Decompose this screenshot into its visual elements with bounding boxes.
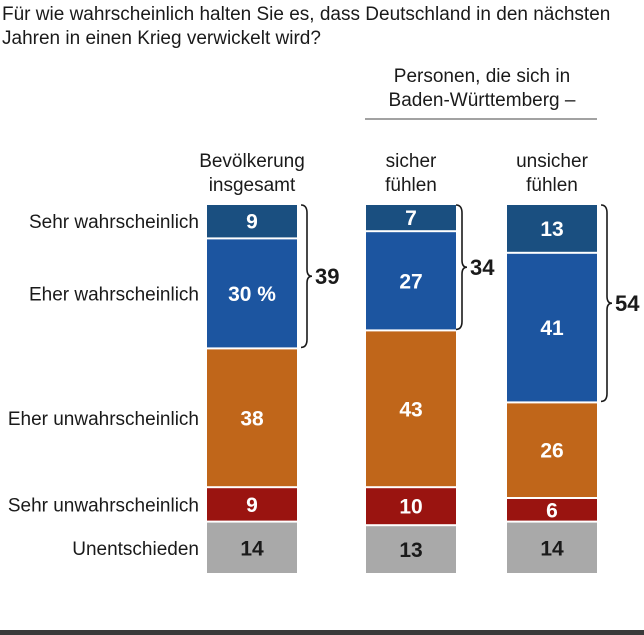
data-label-s3-c3: 26	[540, 440, 563, 463]
data-label-s3-c4: 6	[546, 499, 558, 522]
data-label-s2-c4: 10	[399, 496, 422, 519]
data-label-s3-c1: 13	[540, 218, 563, 241]
category-label-4: Sehr unwahrscheinlich	[8, 495, 199, 516]
group-header-line-1: Personen, die sich in	[394, 66, 570, 87]
total-likely-s2: 34	[470, 255, 495, 280]
series-header-1-line-2: insgesamt	[209, 175, 296, 196]
data-label-s2-c2: 27	[399, 270, 422, 293]
data-label-s2-c1: 7	[405, 207, 417, 230]
data-label-s2-c3: 43	[399, 398, 422, 421]
total-likely-s3: 54	[615, 291, 640, 316]
category-labels: Sehr wahrscheinlich Eher wahrscheinlich Eh…	[8, 212, 199, 560]
bar-segment-s1-c2	[207, 239, 297, 348]
bar-segment-s3-c1	[507, 205, 597, 252]
data-label-s3-c2: 41	[540, 317, 564, 340]
bottom-rule	[0, 630, 644, 635]
data-label-s1-c2: 30 %	[228, 283, 276, 306]
group-header-line-2: Baden-Württemberg –	[389, 90, 576, 111]
bars: Bevölkerung insgesamt 9 30 % 38 9 14 39 sicher fü…	[199, 151, 640, 573]
data-label-s1-c1: 9	[246, 211, 258, 234]
series-header-3-line-1: unsicher	[516, 151, 588, 172]
bar-segment-s2-c4	[366, 488, 456, 525]
category-label-1: Sehr wahrscheinlich	[29, 212, 199, 233]
series-header-1-line-1: Bevölkerung	[199, 151, 305, 172]
series-header-2-line-1: sicher	[386, 151, 437, 172]
total-brace-s1	[300, 204, 313, 349]
total-likely-s1: 39	[315, 264, 339, 289]
bar-segment-s3-c5	[507, 522, 597, 573]
data-label-s3-c5: 14	[540, 537, 564, 560]
total-brace-s2	[455, 204, 468, 331]
bar-segment-s2-c5	[366, 526, 456, 573]
category-label-3: Eher unwahrscheinlich	[8, 409, 199, 430]
bar-segment-s2-c2	[366, 232, 456, 330]
bar-segment-s3-c3	[507, 403, 597, 497]
data-label-s1-c5: 14	[240, 537, 264, 560]
chart-title-line-2: Jahren in einen Krieg verwickelt wird?	[2, 28, 321, 49]
data-label-s2-c5: 13	[399, 539, 422, 562]
bar-segment-s3-c2	[507, 253, 597, 402]
total-brace-s3	[600, 204, 613, 403]
bar-segment-s2-c3	[366, 331, 456, 487]
data-label-s1-c3: 38	[240, 407, 264, 430]
category-label-5: Unentschieden	[72, 539, 199, 560]
bar-segment-s1-c1	[207, 205, 297, 238]
bar-segment-s2-c1	[366, 205, 456, 231]
bar-segment-s3-c4	[507, 499, 597, 521]
bar-segment-s1-c5	[207, 522, 297, 573]
chart-title-line-1: Für wie wahrscheinlich halten Sie es, da…	[2, 4, 610, 25]
bar-segment-s1-c3	[207, 349, 297, 487]
series-header-3-line-2: fühlen	[526, 175, 578, 196]
data-label-s1-c4: 9	[246, 494, 258, 517]
category-label-2: Eher wahrscheinlich	[29, 284, 199, 305]
bar-segment-s1-c4	[207, 488, 297, 521]
series-header-2-line-2: fühlen	[385, 175, 437, 196]
